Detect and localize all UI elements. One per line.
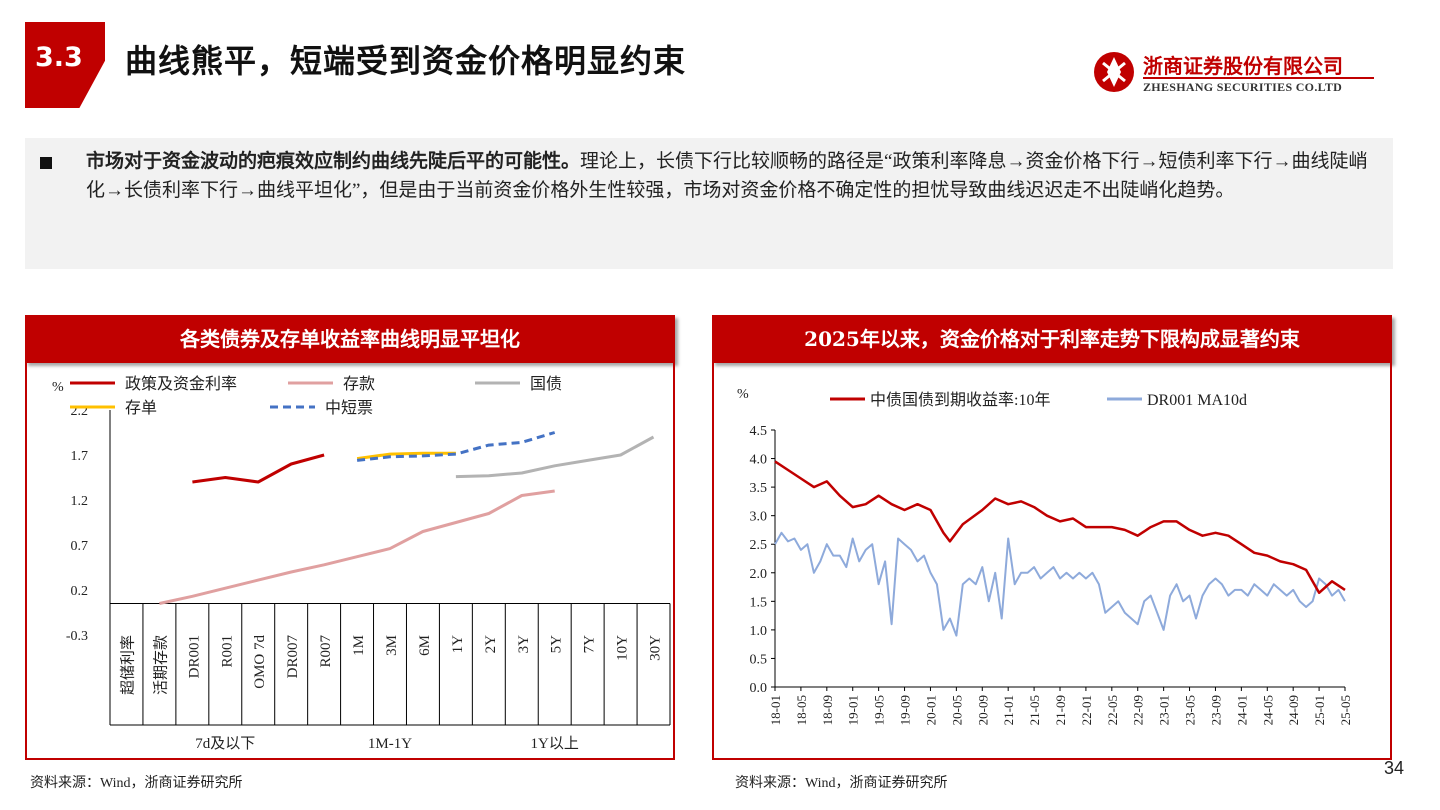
x-category-label: 活期存款 [152, 635, 169, 695]
legend-label: 存款 [343, 374, 375, 393]
y-tick-label: 1.5 [750, 595, 768, 610]
legend-label: 存单 [125, 398, 157, 417]
x-tick-label: 18-05 [794, 695, 809, 725]
right-chart-frame [712, 363, 1392, 760]
y-tick-label: 2.0 [750, 567, 768, 582]
y-tick-label: 1.0 [750, 624, 768, 639]
yield-curve-chart: 2.21.71.20.70.2-0.3%超储利率 活期存款 DR001 R001 OMO… [52, 374, 671, 752]
x-tick-label: 21-05 [1027, 695, 1042, 725]
x-category-label: 7Y [582, 635, 598, 654]
legend-label: 政策及资金利率 [125, 374, 237, 393]
summary-body: 理论上，长债下行比较顺畅的路径是“政策利率降息→资金价格下行→短债利率下行→曲线… [86, 151, 1368, 201]
x-tick-label: 22-05 [1105, 695, 1120, 725]
x-category-label: 30Y [648, 635, 664, 661]
legend-label: 中短票 [325, 398, 373, 417]
company-name-cn: 浙商证券股份有限公司 [1143, 54, 1343, 78]
x-tick-label: 21-01 [1001, 695, 1016, 725]
x-tick-label: 22-09 [1131, 695, 1146, 725]
x-group-label: 1M-1Y [368, 736, 412, 752]
logo-divider [1143, 77, 1374, 79]
x-group-label: 1Y以上 [531, 735, 579, 752]
y-tick-label: 3.0 [750, 510, 768, 525]
series-line-2 [774, 531, 1346, 637]
company-name-en: ZHESHANG SECURITIES CO.LTD [1143, 80, 1343, 94]
y-tick-label: 2.5 [750, 538, 768, 553]
x-tick-label: 20-09 [975, 695, 990, 725]
x-category-label: 6M [417, 635, 433, 656]
x-category-label: 5Y [549, 635, 565, 654]
section-number-badge: 3.3 [25, 22, 105, 108]
y-tick-label: 0.0 [750, 681, 768, 696]
x-tick-label: 20-05 [949, 695, 964, 725]
summary-text: 市场对于资金波动的疤痕效应制约曲线先陡后平的可能性。理论上，长债下行比较顺畅的路… [86, 147, 1380, 205]
x-tick-label: 19-05 [872, 695, 887, 725]
series-line-4 [356, 451, 456, 461]
x-tick-label: 23-05 [1183, 695, 1198, 725]
y-tick-label: -0.3 [66, 629, 88, 644]
left-chart-frame [25, 363, 675, 760]
x-tick-label: 22-01 [1079, 695, 1094, 725]
legend-label: 国债 [530, 374, 562, 393]
y-tick-label: 0.7 [71, 539, 89, 554]
yield-dr001-chart: 4.5 4.0 3.5 3.0 2.5 2.0 1.5 1.0 0.5 0.0% 18-01 18-0… [737, 387, 1353, 725]
x-tick-label: 25-01 [1312, 695, 1327, 725]
x-tick-label: 24-09 [1286, 695, 1301, 725]
x-tick-label: 24-05 [1260, 695, 1275, 725]
legend-label: 中债国债到期收益率:10年 [870, 391, 1050, 409]
x-category-label: 3M [384, 635, 400, 656]
x-category-label: R001 [219, 635, 235, 668]
page-title: 曲线熊平，短端受到资金价格明显约束 [125, 42, 687, 80]
x-tick-label: 21-09 [1053, 695, 1068, 725]
x-tick-label: 25-05 [1338, 695, 1353, 725]
y-tick-label: 1.7 [71, 449, 89, 464]
x-tick-label: 19-01 [846, 695, 861, 725]
x-category-label: DR007 [285, 635, 301, 679]
summary-box [25, 138, 1393, 269]
legend-label: DR001 MA10d [1147, 392, 1247, 409]
right-source-note: 资料来源：Wind，浙商证券研究所 [735, 776, 948, 791]
page-number: 34 [1384, 758, 1405, 778]
y-tick-label: 4.0 [750, 453, 768, 468]
x-tick-label: 23-01 [1157, 695, 1172, 725]
x-category-label: 10Y [615, 635, 631, 661]
series-line-5 [356, 431, 556, 462]
y-axis-unit: % [52, 380, 64, 395]
x-tick-label: 24-01 [1234, 695, 1249, 725]
x-category-label: 1M [351, 635, 367, 656]
x-category-label: R007 [318, 635, 334, 668]
bullet-square-icon [40, 157, 52, 169]
y-tick-label: 3.5 [750, 481, 768, 496]
x-tick-label: 18-09 [820, 695, 835, 725]
left-chart-title: 各类债券及存单收益率曲线明显平坦化 [25, 315, 675, 363]
company-logo-icon [1094, 52, 1134, 92]
x-tick-label: 19-09 [898, 695, 913, 725]
series-line-1 [774, 460, 1346, 595]
left-source-note: 资料来源：Wind，浙商证券研究所 [30, 776, 243, 791]
x-category-label: 2Y [483, 635, 499, 654]
x-category-label: DR001 [186, 635, 202, 678]
section-number: 3.3 [35, 42, 83, 73]
summary-bold: 市场对于资金波动的疤痕效应制约曲线先陡后平的可能性。 [86, 151, 581, 172]
x-category-label: 3Y [516, 635, 532, 654]
x-tick-label: 20-01 [923, 695, 938, 725]
series-line-3 [455, 435, 655, 479]
x-category-label: 超储利率 [119, 635, 136, 695]
series-line-2 [159, 489, 555, 605]
y-tick-label: 4.5 [750, 424, 768, 439]
series-line-1 [192, 453, 325, 484]
y-axis-unit: % [737, 387, 749, 402]
right-chart-title: 2025年以来，资金价格对于利率走势下限构成显著约束 [712, 315, 1392, 363]
y-tick-label: 0.2 [71, 584, 89, 599]
x-tick-label: 23-09 [1208, 695, 1223, 725]
y-tick-label: 0.5 [750, 652, 768, 667]
x-tick-label: 18-01 [768, 695, 783, 725]
y-tick-label: 1.2 [71, 494, 89, 509]
x-category-label: OMO 7d [252, 635, 268, 689]
x-category-label: 1Y [450, 635, 466, 654]
x-group-label: 7d及以下 [195, 736, 255, 752]
